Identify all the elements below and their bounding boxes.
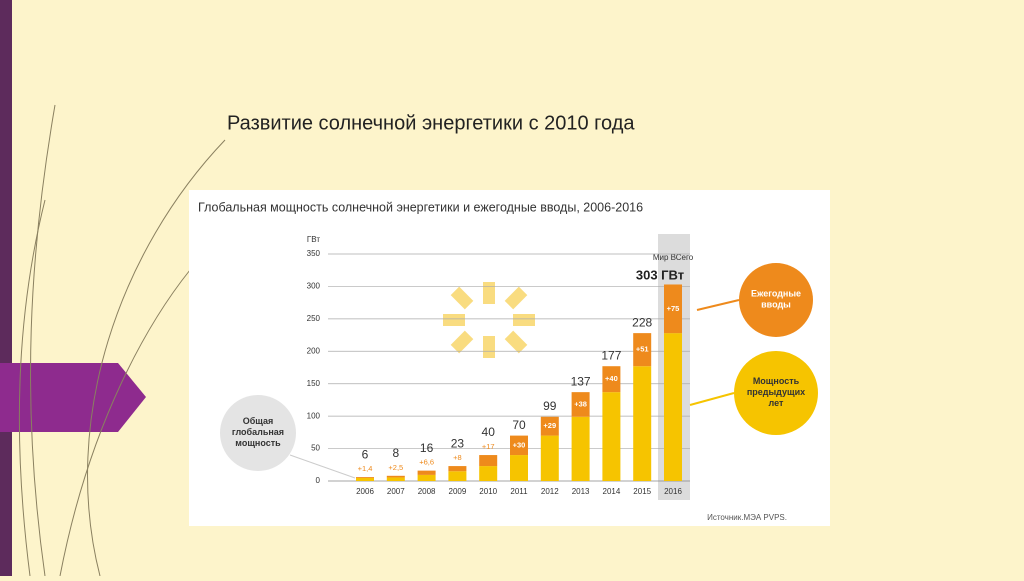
callout-text: Мощность предыдущих лет	[747, 376, 805, 408]
y-tick-label: 350	[307, 249, 321, 258]
bar-segment	[417, 474, 436, 481]
source: Источник.МЭА PVPS.	[707, 513, 787, 522]
total-label: 8	[392, 446, 399, 460]
x-tick-label: 2006	[356, 487, 374, 496]
total-label: 137	[571, 374, 591, 388]
sun-icon	[443, 282, 535, 358]
world-total: 303 ГВт	[636, 267, 684, 282]
total-label: 23	[451, 436, 465, 450]
bar-segment	[540, 435, 559, 481]
chart-panel	[189, 190, 830, 526]
y-tick-label: 100	[307, 411, 321, 420]
bar-segment	[479, 466, 498, 481]
chart-title: Глобальная мощность солнечной энергетики…	[198, 200, 643, 214]
value-label: +6,6	[419, 458, 434, 467]
bar-segment	[356, 477, 374, 479]
bar-segment	[540, 416, 559, 436]
y-tick-label: 150	[307, 379, 321, 388]
value-label: +38	[574, 399, 587, 408]
bar-segment	[664, 284, 682, 334]
world-caption: Мир ВСего	[653, 253, 694, 262]
y-axis-label: ГВт	[307, 235, 320, 244]
total-label: 228	[632, 315, 652, 329]
value-label: +8	[453, 453, 462, 462]
value-label: +30	[513, 440, 526, 449]
total-label: 177	[601, 348, 621, 362]
x-tick-label: 2007	[387, 487, 405, 496]
bar-segment	[510, 435, 528, 456]
value-label: +29	[543, 421, 556, 430]
bar-segment	[633, 333, 652, 367]
bar-segment	[633, 366, 652, 481]
total-label: 6	[362, 447, 369, 461]
y-tick-label: 0	[316, 476, 321, 485]
x-tick-label: 2012	[541, 487, 559, 496]
x-tick-label: 2014	[603, 487, 621, 496]
x-tick-label: 2013	[572, 487, 590, 496]
bar-segment	[571, 392, 590, 417]
bar-segment	[417, 470, 436, 475]
total-label: 40	[482, 425, 496, 439]
value-label: +40	[605, 374, 618, 383]
x-tick-label: 2016	[664, 487, 682, 496]
bar-segment	[386, 477, 405, 481]
value-label: +51	[636, 345, 649, 354]
bar-segment	[448, 471, 467, 481]
bar-segment	[571, 416, 590, 481]
x-tick-label: 2009	[449, 487, 467, 496]
value-label: +17	[482, 442, 495, 451]
x-tick-label: 2008	[418, 487, 436, 496]
side-stripe	[0, 0, 12, 576]
bar-segment	[386, 475, 405, 478]
total-label: 70	[512, 418, 526, 432]
decor-curves	[18, 104, 226, 577]
total-label: 16	[420, 441, 434, 455]
callout-pointer	[696, 299, 740, 311]
bar-segment	[356, 478, 374, 481]
bar-segment	[602, 366, 621, 393]
x-tick-label: 2010	[479, 487, 497, 496]
y-tick-label: 250	[307, 314, 321, 323]
y-tick-label: 200	[307, 346, 321, 355]
callout-pointer	[289, 454, 356, 479]
x-tick-label: 2011	[510, 487, 528, 496]
bar-segment	[510, 455, 528, 481]
bar-segment	[479, 455, 498, 467]
bar-segment	[602, 392, 621, 481]
arrow-decoration	[0, 363, 146, 432]
slide-title: Развитие солнечной энергетики с 2010 год…	[227, 112, 635, 134]
callout-pointer	[689, 392, 735, 406]
callout-text: Общая глобальная мощность	[232, 416, 284, 448]
bar-segment	[664, 333, 682, 481]
legend-callout	[734, 351, 818, 435]
value-label: +1,4	[358, 464, 373, 473]
value-label: +75	[667, 304, 680, 313]
value-label: +2,5	[388, 463, 403, 472]
total-label: 99	[543, 399, 557, 413]
x-tick-label: 2015	[633, 487, 651, 496]
bar-segment	[448, 466, 467, 472]
y-tick-label: 300	[307, 282, 321, 291]
y-tick-label: 50	[311, 444, 320, 453]
callout-text: Ежегодные вводы	[751, 289, 801, 310]
legend-callout	[739, 263, 813, 337]
total-callout	[220, 395, 296, 471]
